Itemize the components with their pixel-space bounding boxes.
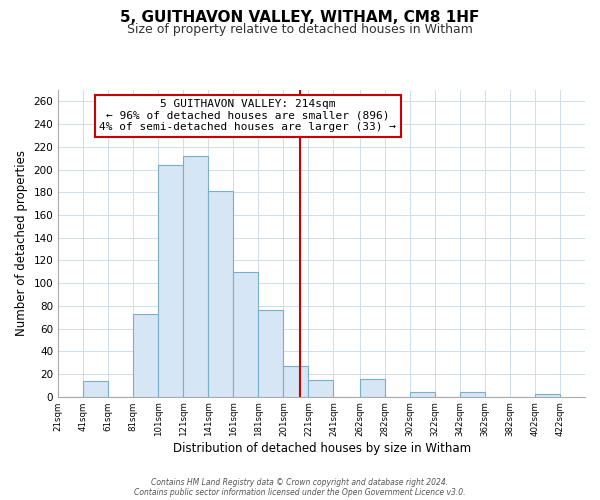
Bar [360, 378, 385, 396]
Text: Size of property relative to detached houses in Witham: Size of property relative to detached ho… [127, 22, 473, 36]
Bar [233, 272, 259, 396]
Bar [308, 380, 334, 396]
Y-axis label: Number of detached properties: Number of detached properties [15, 150, 28, 336]
X-axis label: Distribution of detached houses by size in Witham: Distribution of detached houses by size … [173, 442, 470, 455]
Bar [133, 314, 158, 396]
Bar [410, 392, 435, 396]
Bar [208, 191, 233, 396]
Bar [535, 394, 560, 396]
Bar [158, 165, 184, 396]
Bar [283, 366, 308, 396]
Bar [259, 310, 283, 396]
Text: 5 GUITHAVON VALLEY: 214sqm
← 96% of detached houses are smaller (896)
4% of semi: 5 GUITHAVON VALLEY: 214sqm ← 96% of deta… [100, 99, 397, 132]
Bar [184, 156, 208, 396]
Bar [83, 381, 108, 396]
Text: 5, GUITHAVON VALLEY, WITHAM, CM8 1HF: 5, GUITHAVON VALLEY, WITHAM, CM8 1HF [121, 10, 479, 25]
Bar [460, 392, 485, 396]
Text: Contains HM Land Registry data © Crown copyright and database right 2024.
Contai: Contains HM Land Registry data © Crown c… [134, 478, 466, 497]
